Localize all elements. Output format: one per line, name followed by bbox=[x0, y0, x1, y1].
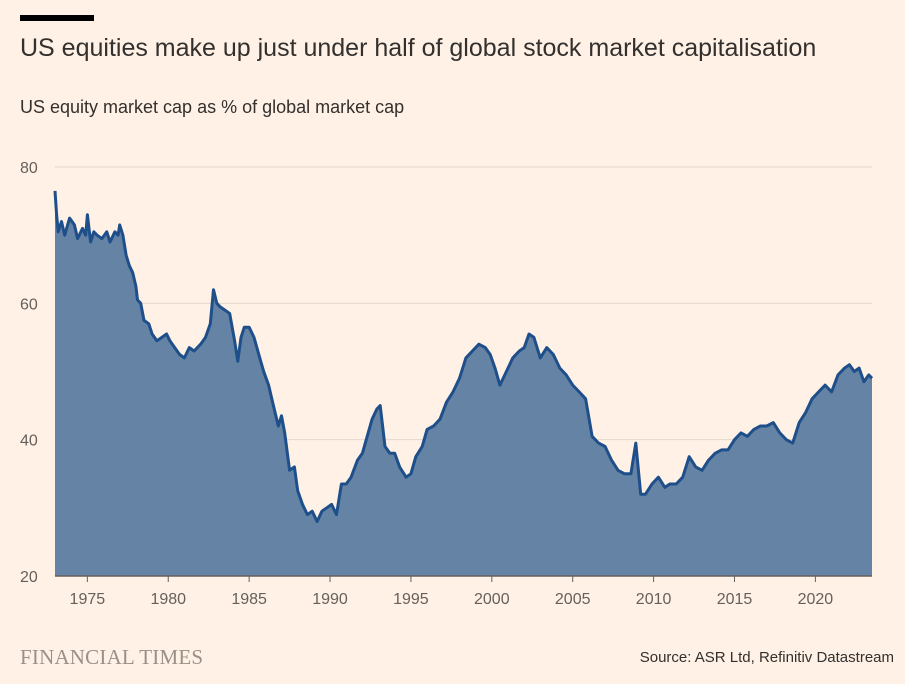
x-tick-label: 2015 bbox=[717, 591, 753, 608]
series-area bbox=[55, 190, 872, 576]
y-tick-label: 20 bbox=[20, 569, 38, 586]
chart-subtitle: US equity market cap as % of global mark… bbox=[20, 97, 405, 117]
x-tick-label: 2010 bbox=[636, 591, 672, 608]
source-note: Source: ASR Ltd, Refinitiv Datastream bbox=[639, 649, 894, 666]
ft-logo-text: FINANCIAL TIMES bbox=[20, 645, 204, 669]
x-tick-label: 1995 bbox=[393, 591, 429, 608]
top-bar-accent bbox=[20, 15, 94, 21]
x-tick-label: 1985 bbox=[231, 591, 267, 608]
x-tick-label: 1980 bbox=[150, 591, 186, 608]
x-tick-label: 1975 bbox=[70, 591, 106, 608]
series-line bbox=[53, 190, 874, 523]
x-tick-label: 1990 bbox=[312, 591, 348, 608]
y-tick-label: 80 bbox=[20, 160, 38, 177]
y-tick-label: 40 bbox=[20, 433, 38, 450]
axes: 20 40 60 80 1975 1980 1985 1990 1995 2000 2005 2010… bbox=[20, 160, 872, 608]
y-tick-label: 60 bbox=[20, 296, 38, 313]
plot-area bbox=[53, 190, 874, 576]
x-tick-label: 2000 bbox=[474, 591, 510, 608]
chart-title: US equities make up just under half of g… bbox=[20, 34, 817, 62]
chart-area: 20 40 60 80 1975 1980 1985 1990 1995 2000 2005 2010… bbox=[20, 160, 874, 608]
x-tick-label: 2005 bbox=[555, 591, 591, 608]
x-tick-label: 2020 bbox=[798, 591, 834, 608]
